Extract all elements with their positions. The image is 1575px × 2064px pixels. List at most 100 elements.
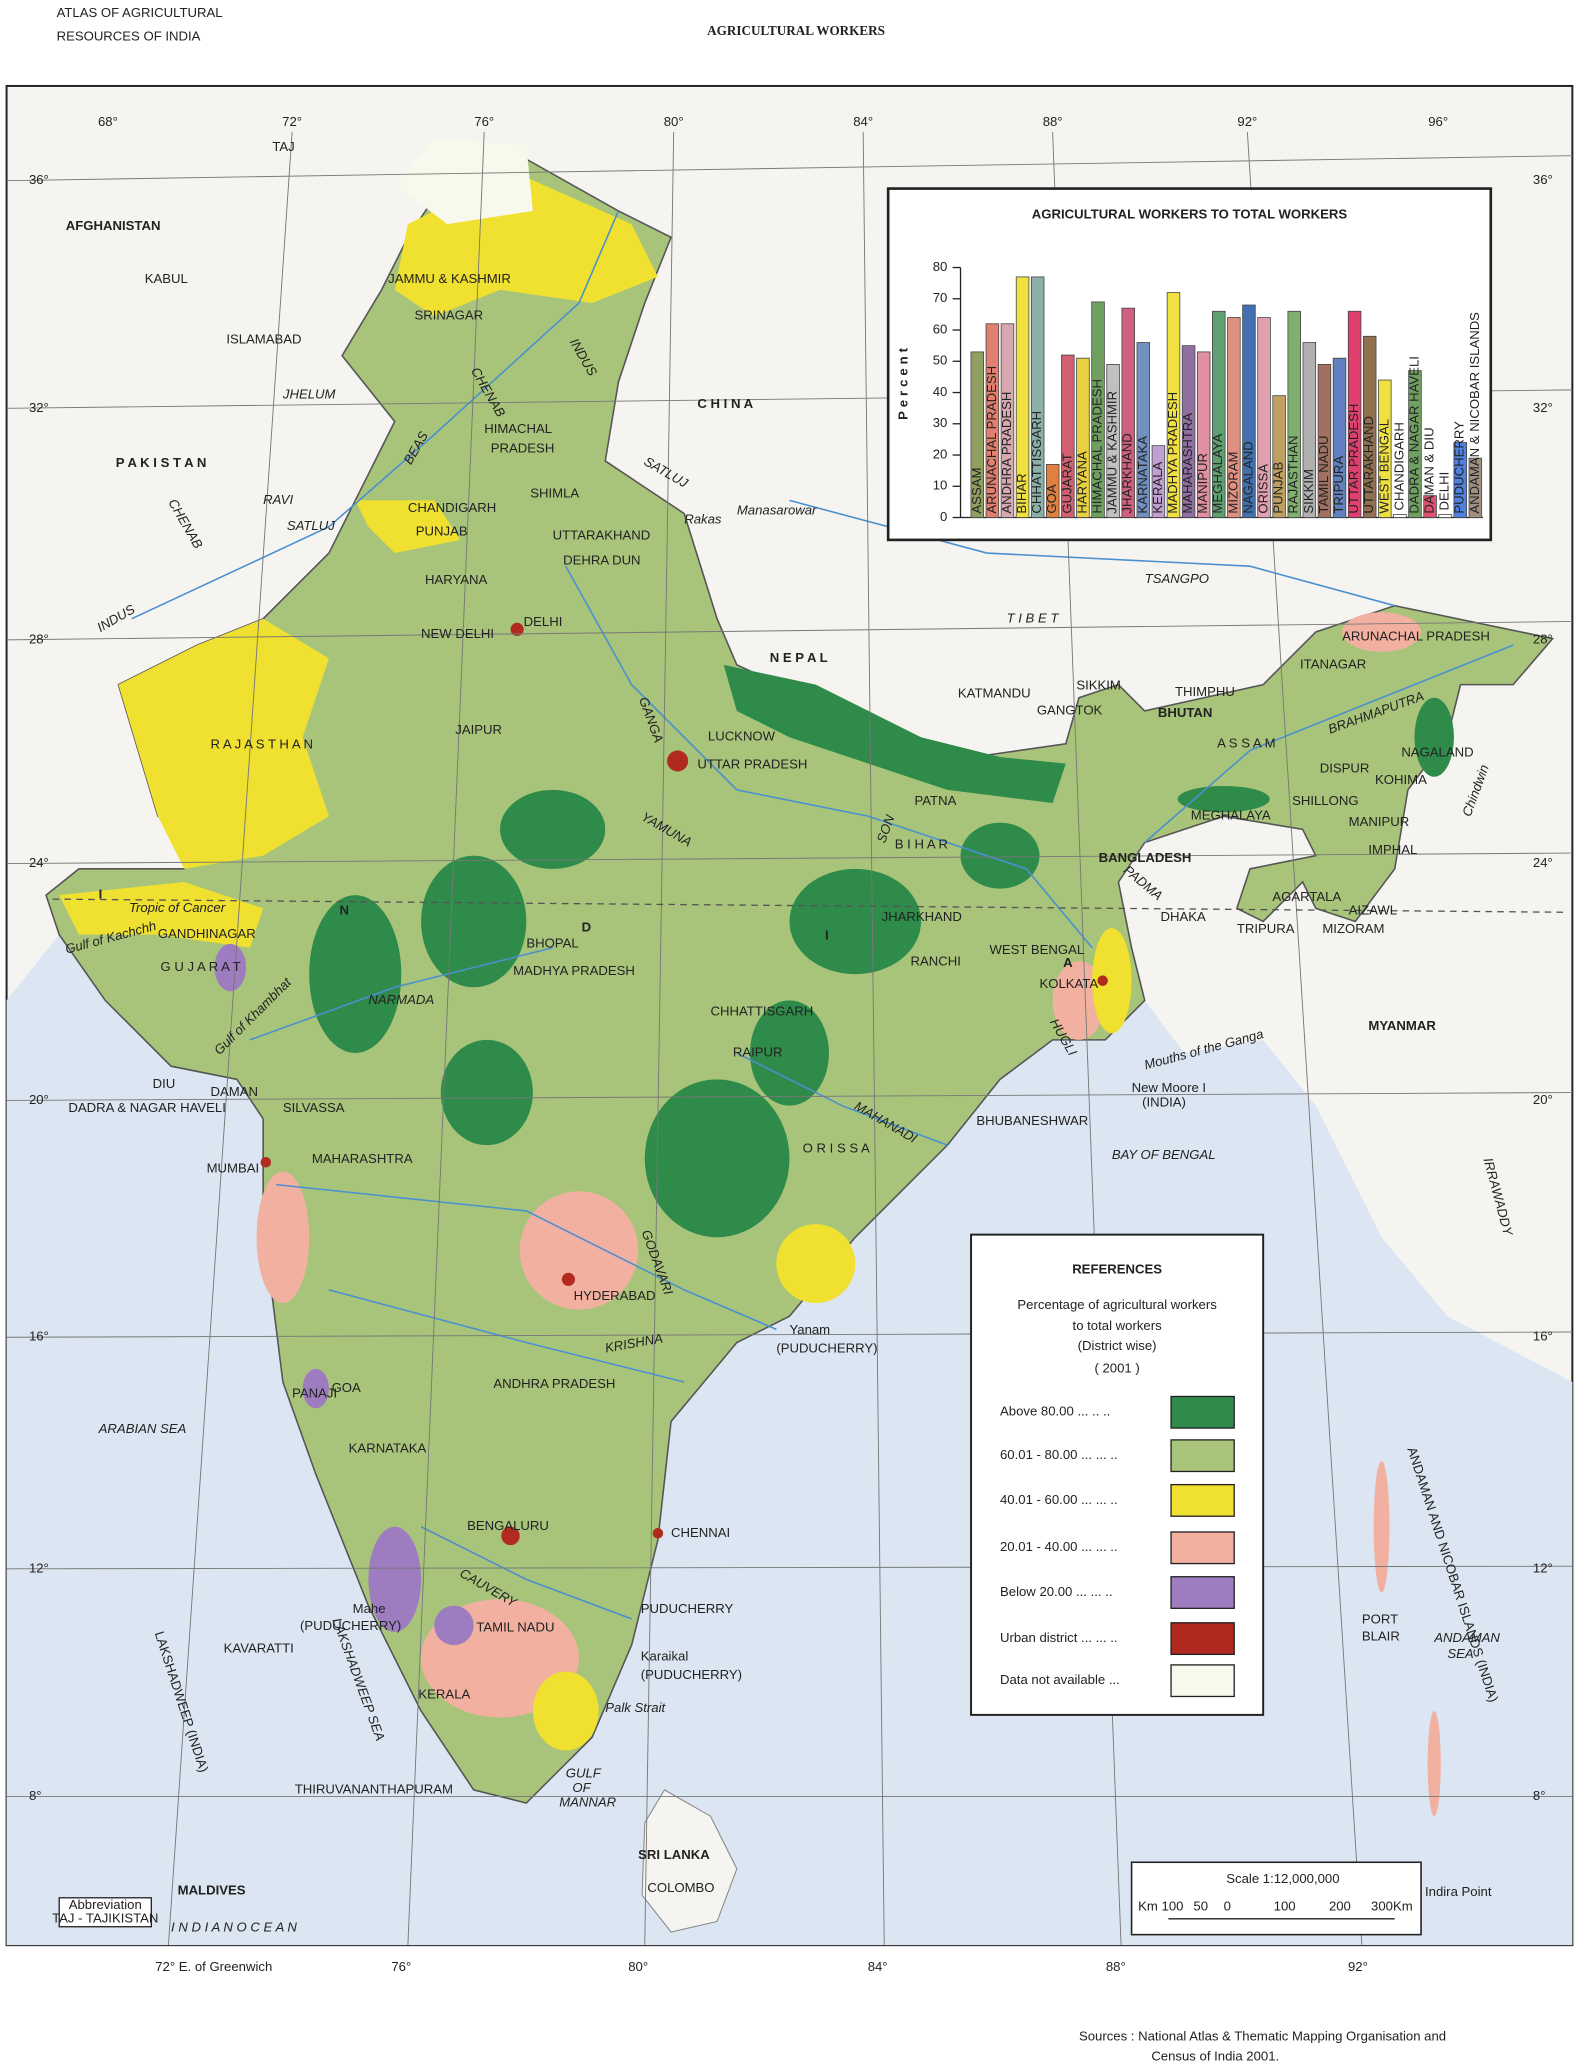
water-label: OF bbox=[572, 1780, 591, 1795]
x-tick-label: MIZORAM bbox=[1225, 452, 1240, 514]
city-label: New Moore I bbox=[1132, 1080, 1207, 1095]
country-label: C H I N A bbox=[697, 396, 753, 411]
graticule bbox=[6, 131, 1573, 1946]
country-label: T I B E T bbox=[1007, 610, 1060, 625]
state-label: DADRA & NAGAR HAVELI bbox=[68, 1100, 226, 1115]
bar bbox=[1196, 351, 1211, 518]
x-tick-label: ORISSA bbox=[1256, 464, 1271, 514]
x-tick-label: MANIPUR bbox=[1195, 453, 1210, 514]
bar bbox=[1408, 370, 1422, 518]
lon-label: 76° bbox=[391, 1959, 411, 1974]
city-label: HYDERABAD bbox=[574, 1288, 656, 1303]
state-label: MEGHALAYA bbox=[1191, 808, 1271, 823]
bar bbox=[1121, 307, 1135, 518]
city-label: RAIPUR bbox=[733, 1045, 783, 1060]
lon-label: 88° bbox=[1106, 1959, 1126, 1974]
city-label: KOLKATA bbox=[1039, 976, 1098, 991]
x-tick-label: UTTAR PRADESH bbox=[1346, 404, 1361, 514]
india-letter: D bbox=[582, 920, 592, 935]
patch bbox=[1092, 928, 1132, 1034]
city-label: PATNA bbox=[914, 793, 956, 808]
legend-description: to total workers bbox=[1073, 1318, 1163, 1333]
water-label: ANDAMAN bbox=[1433, 1630, 1500, 1645]
patch bbox=[532, 1671, 599, 1751]
country-label: BANGLADESH bbox=[1099, 850, 1192, 865]
lon-label: 76° bbox=[474, 114, 494, 129]
legend-label: Above 80.00 ... .. .. bbox=[1000, 1404, 1110, 1419]
bar bbox=[1181, 345, 1196, 518]
bar bbox=[1000, 323, 1015, 518]
bar bbox=[1438, 514, 1452, 518]
legend-label: 20.01 - 40.00 ... ... .. bbox=[1000, 1539, 1118, 1554]
atlas-name: ATLAS OF AGRICULTURAL bbox=[57, 5, 223, 20]
bar bbox=[1030, 276, 1045, 518]
x-tick-label: JAMMU & KASHMIR bbox=[1105, 391, 1120, 514]
x-tick-label: HIMACHAL PRADESH bbox=[1089, 379, 1104, 514]
city-label: SILVASSA bbox=[283, 1100, 345, 1115]
state-label: SIKKIM bbox=[1076, 677, 1121, 692]
river-label: TSANGPO bbox=[1145, 571, 1209, 586]
bar bbox=[1242, 304, 1256, 518]
lon-label: 72° E. of Greenwich bbox=[155, 1959, 272, 1974]
x-tick-label: RAJASTHAN bbox=[1286, 435, 1301, 513]
legend-swatch bbox=[1170, 1622, 1235, 1656]
y-tick-label: 50 bbox=[933, 353, 948, 368]
legend-swatch bbox=[1170, 1483, 1235, 1517]
patch bbox=[519, 1191, 639, 1310]
scale-tick: 0 bbox=[1224, 1898, 1231, 1913]
city-label: AGARTALA bbox=[1272, 889, 1341, 904]
lon-label: 88° bbox=[1043, 114, 1063, 129]
bar bbox=[1468, 457, 1483, 518]
meridian bbox=[167, 131, 293, 1946]
x-tick-label: BIHAR bbox=[1014, 473, 1029, 513]
state-label: MIZORAM bbox=[1322, 921, 1384, 936]
x-tick-label: HARYANA bbox=[1074, 451, 1089, 514]
patch bbox=[434, 1605, 474, 1646]
patch bbox=[1342, 612, 1422, 652]
legend-swatch bbox=[1170, 1664, 1235, 1698]
water-label: BAY OF BENGAL bbox=[1112, 1147, 1216, 1162]
patch bbox=[355, 500, 461, 554]
city-label: PUDUCHERRY bbox=[641, 1601, 734, 1616]
city-label: DISPUR bbox=[1320, 760, 1370, 775]
x-tick-label: NAGALAND bbox=[1240, 441, 1255, 513]
river-label: Rakas bbox=[684, 512, 722, 527]
x-tick-label: PUDUCHERRY bbox=[1452, 421, 1467, 514]
patch bbox=[394, 138, 533, 225]
legend-title: REFERENCES bbox=[1072, 1262, 1162, 1277]
state-label: KERALA bbox=[418, 1687, 470, 1702]
legend-label: Data not available ... bbox=[1000, 1672, 1120, 1687]
river bbox=[328, 1289, 685, 1383]
urban bbox=[501, 1526, 520, 1546]
city-label: GANDHINAGAR bbox=[158, 926, 256, 941]
x-tick-label: WEST BENGAL bbox=[1376, 419, 1391, 514]
water-label: Tropic of Cancer bbox=[129, 900, 226, 915]
state-label: HIMACHAL bbox=[484, 421, 552, 436]
patch bbox=[500, 789, 606, 869]
water-label: I N D I A N O C E A N bbox=[171, 1920, 297, 1935]
y-tick-label: 70 bbox=[933, 290, 948, 305]
x-tick-label: MADHYA PRADESH bbox=[1165, 392, 1180, 514]
city-label: THIRUVANANTHAPURAM bbox=[295, 1781, 453, 1796]
country-label: P A K I S T A N bbox=[116, 455, 207, 470]
state-label: B I H A R bbox=[895, 837, 948, 852]
map-title: AGRICULTURAL WORKERS bbox=[707, 23, 885, 38]
bar bbox=[1257, 317, 1271, 518]
x-tick-label: TAMIL NADU bbox=[1316, 435, 1331, 513]
meridian bbox=[407, 131, 485, 1946]
y-axis-label: Percent bbox=[895, 344, 910, 420]
patch bbox=[440, 1039, 533, 1146]
city-label: Indira Point bbox=[1425, 1884, 1492, 1899]
y-tick-label: 80 bbox=[933, 259, 948, 274]
state-label: MANIPUR bbox=[1349, 814, 1410, 829]
parallel bbox=[6, 155, 1573, 182]
legend-label: 60.01 - 80.00 ... ... .. bbox=[1000, 1447, 1118, 1462]
state-label: TAMIL NADU bbox=[476, 1620, 554, 1635]
x-tick-label: ANDAMAN & NICOBAR ISLANDS bbox=[1467, 312, 1482, 514]
city-label: SHILLONG bbox=[1292, 793, 1358, 808]
bar bbox=[1166, 292, 1181, 518]
country-label: MALDIVES bbox=[178, 1883, 246, 1898]
parallel bbox=[6, 1565, 1573, 1570]
